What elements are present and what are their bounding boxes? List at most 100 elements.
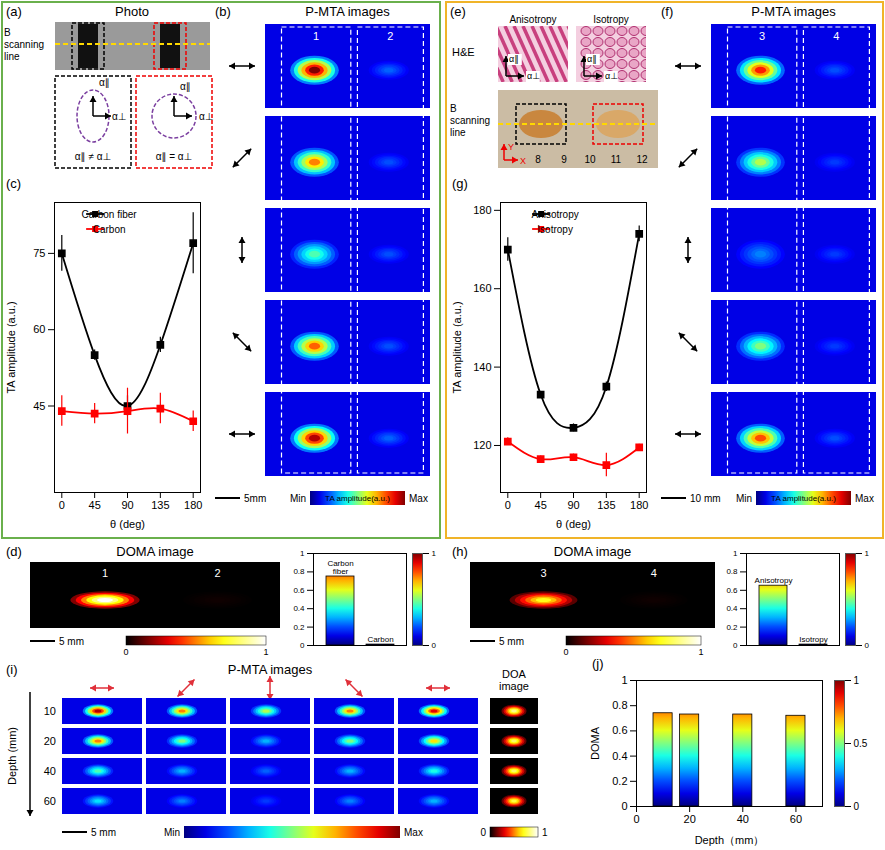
svg-text:0.2: 0.2 bbox=[726, 623, 738, 632]
svg-text:1: 1 bbox=[263, 647, 268, 657]
svg-text:1: 1 bbox=[733, 549, 738, 558]
svg-text:90: 90 bbox=[567, 499, 579, 511]
svg-text:Min: Min bbox=[164, 827, 180, 838]
svg-text:45: 45 bbox=[89, 499, 101, 511]
svg-text:0.6: 0.6 bbox=[726, 586, 738, 595]
svg-text:TA amplitude (a.u.): TA amplitude (a.u.) bbox=[5, 301, 17, 393]
svg-text:(c): (c) bbox=[6, 176, 21, 191]
svg-text:(g): (g) bbox=[452, 176, 468, 191]
svg-text:Max: Max bbox=[855, 493, 874, 504]
svg-text:1: 1 bbox=[542, 827, 548, 838]
svg-text:0.2: 0.2 bbox=[293, 623, 305, 632]
svg-text:Min: Min bbox=[290, 493, 306, 504]
svg-text:Min: Min bbox=[736, 493, 752, 504]
svg-text:45: 45 bbox=[535, 499, 547, 511]
svg-text:image: image bbox=[499, 680, 529, 692]
svg-text:0.2: 0.2 bbox=[612, 775, 627, 787]
svg-text:180: 180 bbox=[184, 499, 202, 511]
svg-text:4: 4 bbox=[833, 30, 839, 42]
svg-text:θ (deg): θ (deg) bbox=[110, 518, 145, 530]
svg-text:1: 1 bbox=[300, 549, 305, 558]
svg-text:0: 0 bbox=[432, 641, 437, 650]
svg-text:1: 1 bbox=[432, 549, 437, 558]
svg-text:0.8: 0.8 bbox=[726, 567, 738, 576]
svg-text:α∥: α∥ bbox=[509, 54, 519, 64]
svg-text:Isotropy: Isotropy bbox=[537, 224, 573, 235]
svg-text:DOMA: DOMA bbox=[589, 726, 601, 760]
svg-text:α∥ ≠ α⊥: α∥ ≠ α⊥ bbox=[75, 151, 111, 163]
svg-text:scanning: scanning bbox=[4, 39, 44, 50]
svg-text:60: 60 bbox=[33, 323, 45, 335]
svg-text:Anisotropy: Anisotropy bbox=[531, 209, 578, 220]
svg-text:(i): (i) bbox=[6, 662, 18, 677]
svg-text:0: 0 bbox=[633, 813, 639, 825]
svg-text:135: 135 bbox=[597, 499, 615, 511]
svg-text:0: 0 bbox=[480, 827, 486, 838]
svg-text:0.5: 0.5 bbox=[854, 738, 868, 749]
svg-text:H&E: H&E bbox=[452, 46, 475, 58]
svg-text:Carbon fiber: Carbon fiber bbox=[82, 209, 138, 220]
svg-text:140: 140 bbox=[473, 361, 491, 373]
svg-text:α⊥: α⊥ bbox=[527, 71, 540, 81]
svg-text:20: 20 bbox=[44, 735, 56, 747]
svg-text:4: 4 bbox=[651, 567, 657, 579]
svg-text:P-MTA images: P-MTA images bbox=[751, 4, 836, 19]
svg-text:TA amplitude(a.u.): TA amplitude(a.u.) bbox=[771, 494, 836, 503]
svg-text:(f): (f) bbox=[661, 4, 673, 19]
svg-text:Isotropy: Isotropy bbox=[799, 635, 827, 644]
svg-text:0.8: 0.8 bbox=[612, 699, 627, 711]
svg-text:α⊥: α⊥ bbox=[112, 111, 127, 122]
svg-text:DOMA image: DOMA image bbox=[116, 544, 193, 559]
svg-text:0.6: 0.6 bbox=[293, 586, 305, 595]
svg-text:0: 0 bbox=[854, 801, 860, 812]
svg-text:0: 0 bbox=[59, 499, 65, 511]
svg-text:Photo: Photo bbox=[115, 4, 149, 19]
svg-text:α⊥: α⊥ bbox=[605, 71, 618, 81]
svg-text:X: X bbox=[520, 156, 526, 166]
svg-text:DOA: DOA bbox=[502, 668, 527, 680]
svg-text:α∥: α∥ bbox=[180, 81, 191, 93]
svg-text:60: 60 bbox=[790, 813, 802, 825]
svg-text:0: 0 bbox=[865, 641, 870, 650]
svg-text:Max: Max bbox=[404, 827, 423, 838]
svg-text:line: line bbox=[4, 51, 20, 62]
svg-text:5mm: 5mm bbox=[244, 493, 266, 504]
svg-text:1: 1 bbox=[854, 675, 860, 686]
svg-text:B: B bbox=[4, 27, 11, 38]
svg-text:(e): (e) bbox=[450, 4, 466, 19]
svg-text:TA amplitude(a.u.): TA amplitude(a.u.) bbox=[325, 494, 390, 503]
svg-text:P-MTA images: P-MTA images bbox=[305, 4, 390, 19]
svg-text:0.8: 0.8 bbox=[293, 567, 305, 576]
svg-text:11: 11 bbox=[611, 154, 622, 165]
svg-text:B: B bbox=[450, 103, 457, 114]
svg-text:Depth（mm）: Depth（mm） bbox=[695, 834, 765, 846]
svg-text:0.4: 0.4 bbox=[726, 604, 738, 613]
svg-text:P-MTA images: P-MTA images bbox=[228, 662, 313, 677]
svg-text:TA amplitude (a.u.): TA amplitude (a.u.) bbox=[451, 301, 463, 393]
svg-text:0: 0 bbox=[563, 647, 568, 657]
svg-text:3: 3 bbox=[759, 30, 765, 42]
svg-text:Depth (mm): Depth (mm) bbox=[6, 727, 18, 785]
svg-text:line: line bbox=[450, 127, 466, 138]
svg-text:40: 40 bbox=[44, 765, 56, 777]
svg-text:1: 1 bbox=[313, 30, 319, 42]
svg-text:θ (deg): θ (deg) bbox=[556, 518, 591, 530]
svg-text:0.6: 0.6 bbox=[612, 724, 627, 736]
svg-text:Anisotropy: Anisotropy bbox=[509, 14, 556, 25]
svg-text:Carbon: Carbon bbox=[93, 224, 126, 235]
svg-text:5 mm: 5 mm bbox=[91, 827, 116, 838]
svg-text:60: 60 bbox=[44, 795, 56, 807]
svg-text:120: 120 bbox=[473, 439, 491, 451]
svg-text:0: 0 bbox=[123, 647, 128, 657]
svg-text:DOMA image: DOMA image bbox=[554, 544, 631, 559]
svg-text:10: 10 bbox=[44, 705, 56, 717]
svg-text:Carbonfiber: Carbonfiber bbox=[327, 559, 353, 576]
svg-text:75: 75 bbox=[33, 247, 45, 259]
svg-text:α∥: α∥ bbox=[587, 54, 597, 64]
svg-text:0.4: 0.4 bbox=[612, 750, 627, 762]
svg-text:1: 1 bbox=[865, 549, 870, 558]
svg-text:1: 1 bbox=[102, 567, 108, 579]
svg-text:10 mm: 10 mm bbox=[690, 493, 721, 504]
svg-text:2: 2 bbox=[214, 567, 220, 579]
svg-text:160: 160 bbox=[473, 282, 491, 294]
